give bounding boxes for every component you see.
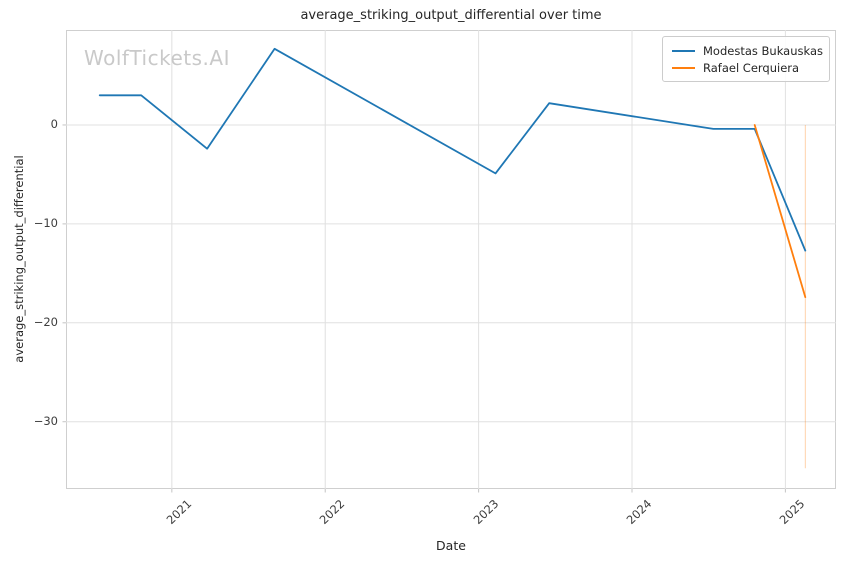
series-line-modestas-bukauskas bbox=[98, 47, 807, 252]
y-tick-label: 0 bbox=[50, 117, 58, 132]
legend-item-modestas-bukauskas: Modestas Bukauskas bbox=[672, 42, 823, 59]
y-axis-label: average_striking_output_differential bbox=[12, 155, 26, 363]
legend-label-rafael-cerquiera: Rafael Cerquiera bbox=[703, 60, 800, 75]
watermark-text: WolfTickets.AI bbox=[84, 46, 230, 70]
y-tick-label: −10 bbox=[33, 216, 58, 231]
legend-box: Modestas Bukauskas Rafael Cerquiera bbox=[662, 36, 830, 82]
y-tick-label: −20 bbox=[33, 315, 58, 330]
chart-title: average_striking_output_differential ove… bbox=[300, 8, 602, 23]
plot-area-border bbox=[66, 30, 836, 489]
series-line-rafael-cerquiera bbox=[753, 124, 807, 299]
y-tick-label: −30 bbox=[33, 414, 58, 429]
legend-swatch-blue-line bbox=[672, 49, 695, 52]
x-axis-label: Date bbox=[436, 538, 466, 553]
legend-swatch-orange-line bbox=[672, 66, 695, 69]
legend-item-rafael-cerquiera: Rafael Cerquiera bbox=[672, 59, 821, 76]
legend-label-modestas-bukauskas: Modestas Bukauskas bbox=[703, 43, 823, 58]
